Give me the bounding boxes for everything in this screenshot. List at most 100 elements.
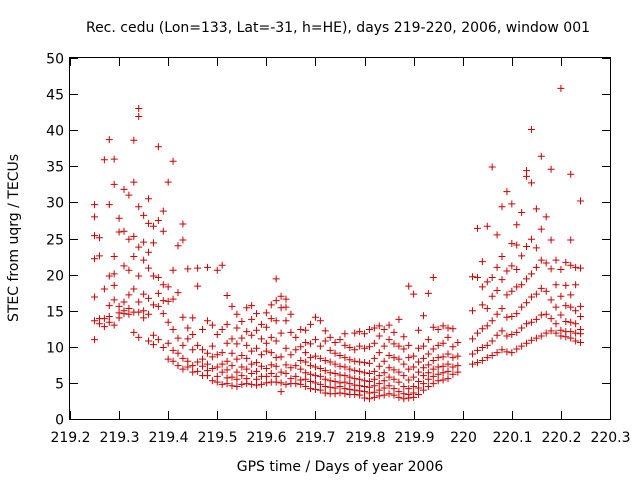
data-point [498,305,506,313]
data-point [523,320,531,328]
data-point [557,326,565,334]
data-point [547,296,555,304]
data-point [292,380,300,388]
data-point [547,165,555,173]
data-point [331,384,339,392]
data-point [208,342,216,350]
data-point [233,375,241,383]
data-point [370,388,378,396]
data-point [444,375,452,383]
data-point [508,262,516,270]
data-point [282,295,290,303]
data-point [488,351,496,359]
y-tick-label: 15 [46,305,64,321]
data-point [307,354,315,362]
data-point [454,362,462,370]
data-point [532,290,540,298]
data-point [253,344,261,352]
data-point [218,380,226,388]
data-point [557,84,565,92]
data-point [410,373,418,381]
data-point [493,331,501,339]
data-point [493,349,501,357]
data-point [302,375,310,383]
data-point [341,341,349,349]
data-point [262,364,270,372]
data-point [149,331,157,339]
data-point [557,311,565,319]
data-point [415,344,423,352]
data-point [498,346,506,354]
x-tick-label: 219.7 [295,430,335,446]
data-point [159,310,167,318]
data-point [537,284,545,292]
data-point [189,346,197,354]
data-point [105,302,113,310]
x-tick-label: 220.3 [590,430,630,446]
data-point [439,322,447,330]
data-point [307,370,315,378]
data-point [537,256,545,264]
data-point [488,163,496,171]
data-point [410,352,418,360]
data-point [346,380,354,388]
data-point [380,384,388,392]
data-point [287,364,295,372]
data-point [233,355,241,363]
data-point [115,309,123,317]
data-point [390,354,398,362]
data-point [370,324,378,332]
data-point [518,252,526,260]
data-point [262,323,270,331]
data-point [365,377,373,385]
data-point [552,303,560,311]
data-point [169,346,177,354]
data-point [532,334,540,342]
data-point [557,266,565,274]
data-point [547,327,555,335]
data-point [321,383,329,391]
data-point [375,322,383,330]
data-point [415,358,423,366]
data-point [503,348,511,356]
data-point [498,203,506,211]
data-point [385,390,393,398]
data-point [100,323,108,331]
data-point [415,326,423,334]
data-point [469,335,477,343]
data-point [159,227,167,235]
data-point [488,273,496,281]
data-point [135,243,143,251]
data-point [444,350,452,358]
data-point [429,380,437,388]
data-point [169,325,177,333]
data-point [262,379,270,387]
data-point [307,377,315,385]
data-point [115,302,123,310]
data-point [473,273,481,281]
data-point [267,301,275,309]
y-tick-label: 10 [46,341,64,357]
data-point [91,201,99,209]
data-point [518,281,526,289]
data-point [523,339,531,347]
data-point [547,315,555,323]
data-point [351,375,359,383]
y-tick-label: 50 [46,52,64,68]
data-point [253,326,261,334]
data-point [449,354,457,362]
data-point [233,368,241,376]
data-point [523,299,531,307]
data-point [356,328,364,336]
data-point [444,360,452,368]
data-point [577,264,585,272]
data-point [125,191,133,199]
data-point [415,390,423,398]
data-point [537,152,545,160]
data-point [410,383,418,391]
data-point [100,285,108,293]
data-point [316,342,324,350]
data-point [189,331,197,339]
data-point [248,331,256,339]
